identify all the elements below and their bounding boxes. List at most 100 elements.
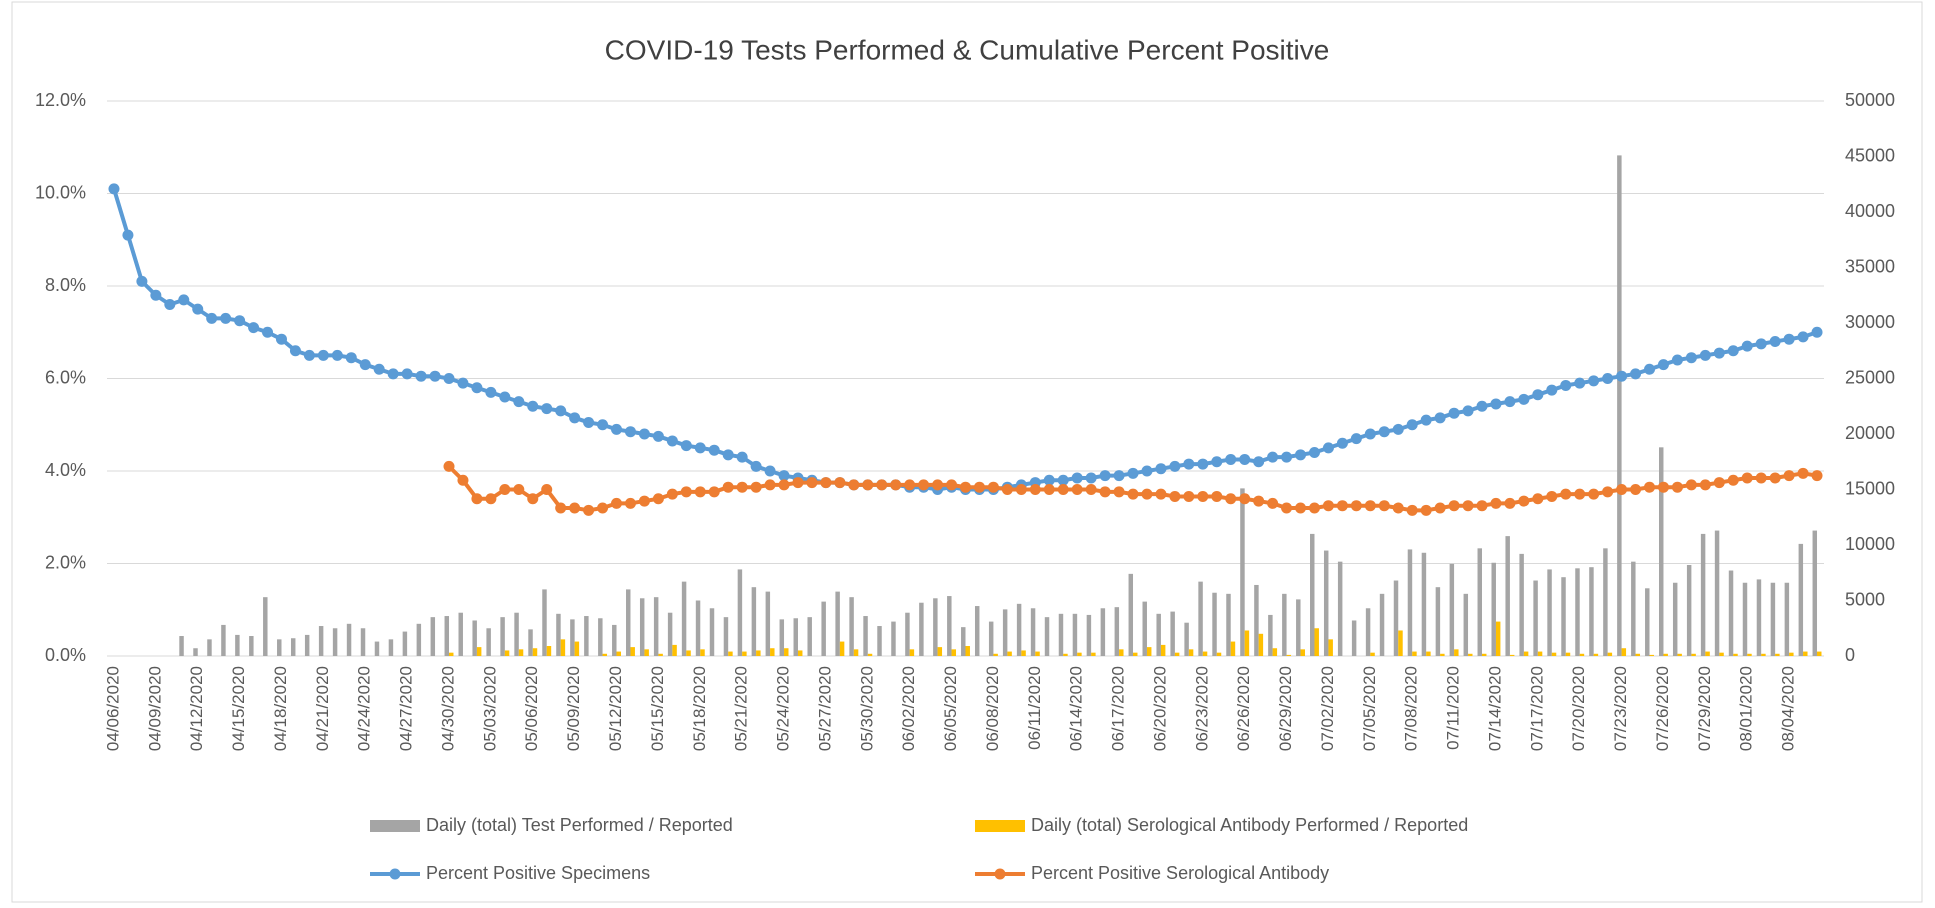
x-tick-label: 04/12/2020 bbox=[187, 666, 206, 751]
marker bbox=[1336, 500, 1348, 512]
marker bbox=[1671, 354, 1683, 366]
marker bbox=[206, 312, 218, 324]
bar bbox=[574, 641, 580, 656]
x-tick-label: 07/29/2020 bbox=[1695, 666, 1714, 751]
marker bbox=[1239, 493, 1251, 505]
marker bbox=[471, 382, 483, 394]
marker bbox=[555, 405, 567, 417]
bar bbox=[1435, 587, 1441, 656]
bar bbox=[1742, 582, 1748, 656]
bar bbox=[1463, 593, 1469, 656]
marker bbox=[973, 481, 985, 493]
bar bbox=[1775, 653, 1780, 656]
bar bbox=[1672, 582, 1678, 656]
bar bbox=[514, 612, 519, 656]
marker bbox=[1811, 326, 1823, 338]
marker bbox=[750, 481, 762, 493]
marker bbox=[1685, 479, 1697, 491]
x-tick-label: 05/21/2020 bbox=[732, 666, 751, 751]
x-tick-label: 07/26/2020 bbox=[1653, 666, 1672, 751]
x-tick-label: 06/14/2020 bbox=[1067, 666, 1086, 751]
legend-label: Daily (total) Serological Antibody Perfo… bbox=[1031, 815, 1468, 835]
legend-label: Percent Positive Specimens bbox=[426, 863, 650, 883]
bar bbox=[476, 647, 482, 656]
marker bbox=[1043, 474, 1055, 486]
marker bbox=[638, 495, 650, 507]
bar bbox=[1188, 649, 1194, 656]
bar bbox=[961, 627, 966, 656]
bar bbox=[1812, 530, 1818, 656]
marker bbox=[1574, 488, 1586, 500]
marker bbox=[1015, 484, 1027, 495]
bar bbox=[1156, 613, 1161, 656]
bar bbox=[1705, 651, 1710, 656]
bar bbox=[1091, 652, 1096, 656]
bar bbox=[304, 634, 310, 656]
bar bbox=[1798, 543, 1804, 656]
y2-tick-label: 30000 bbox=[1845, 312, 1895, 332]
legend-swatch bbox=[389, 868, 401, 880]
bar bbox=[1477, 548, 1482, 656]
marker bbox=[597, 502, 609, 514]
bar bbox=[504, 650, 510, 656]
bar bbox=[1449, 563, 1455, 656]
y-tick-label: 10.0% bbox=[35, 182, 86, 202]
marker bbox=[1713, 477, 1725, 489]
marker bbox=[1713, 347, 1725, 359]
marker bbox=[150, 289, 162, 301]
marker bbox=[513, 484, 525, 495]
bar bbox=[905, 612, 910, 656]
bar bbox=[779, 619, 785, 656]
marker bbox=[1113, 486, 1125, 498]
bar bbox=[500, 617, 505, 656]
marker bbox=[876, 479, 888, 491]
marker bbox=[1295, 449, 1307, 461]
marker bbox=[918, 479, 930, 491]
bar bbox=[667, 612, 673, 656]
x-tick-label: 07/02/2020 bbox=[1318, 666, 1337, 751]
bar bbox=[1645, 588, 1650, 656]
bar bbox=[737, 569, 743, 656]
marker bbox=[1253, 456, 1265, 468]
bar bbox=[1407, 549, 1413, 656]
marker bbox=[583, 416, 595, 428]
marker bbox=[1071, 484, 1083, 495]
bar bbox=[332, 628, 338, 656]
marker bbox=[750, 460, 762, 472]
marker bbox=[1001, 484, 1013, 495]
bar bbox=[1551, 652, 1557, 656]
x-tick-label: 08/04/2020 bbox=[1779, 666, 1798, 751]
bar bbox=[1714, 530, 1720, 656]
bar bbox=[374, 641, 380, 656]
marker bbox=[1462, 500, 1474, 512]
bar bbox=[388, 639, 394, 656]
x-tick-label: 05/24/2020 bbox=[774, 666, 793, 751]
marker bbox=[262, 326, 274, 338]
bar bbox=[1523, 651, 1529, 656]
marker bbox=[1769, 472, 1781, 484]
marker bbox=[1811, 470, 1823, 482]
marker bbox=[373, 363, 385, 375]
marker bbox=[1476, 500, 1488, 512]
marker bbox=[485, 493, 497, 505]
bar bbox=[612, 624, 617, 656]
marker bbox=[527, 400, 539, 412]
bar bbox=[765, 591, 771, 656]
marker bbox=[1057, 474, 1069, 486]
bar bbox=[1649, 654, 1654, 656]
marker bbox=[1071, 472, 1083, 484]
bar bbox=[1240, 488, 1245, 656]
marker bbox=[1406, 419, 1418, 431]
marker bbox=[1127, 467, 1139, 479]
marker bbox=[1755, 472, 1767, 484]
x-tick-label: 07/23/2020 bbox=[1611, 666, 1630, 751]
marker bbox=[806, 477, 818, 489]
marker bbox=[136, 275, 148, 287]
y2-tick-label: 15000 bbox=[1845, 478, 1895, 498]
bar bbox=[1212, 592, 1217, 656]
bar bbox=[728, 651, 733, 656]
marker bbox=[1322, 442, 1334, 454]
bar bbox=[1114, 607, 1120, 656]
x-tick-label: 05/30/2020 bbox=[857, 666, 876, 751]
